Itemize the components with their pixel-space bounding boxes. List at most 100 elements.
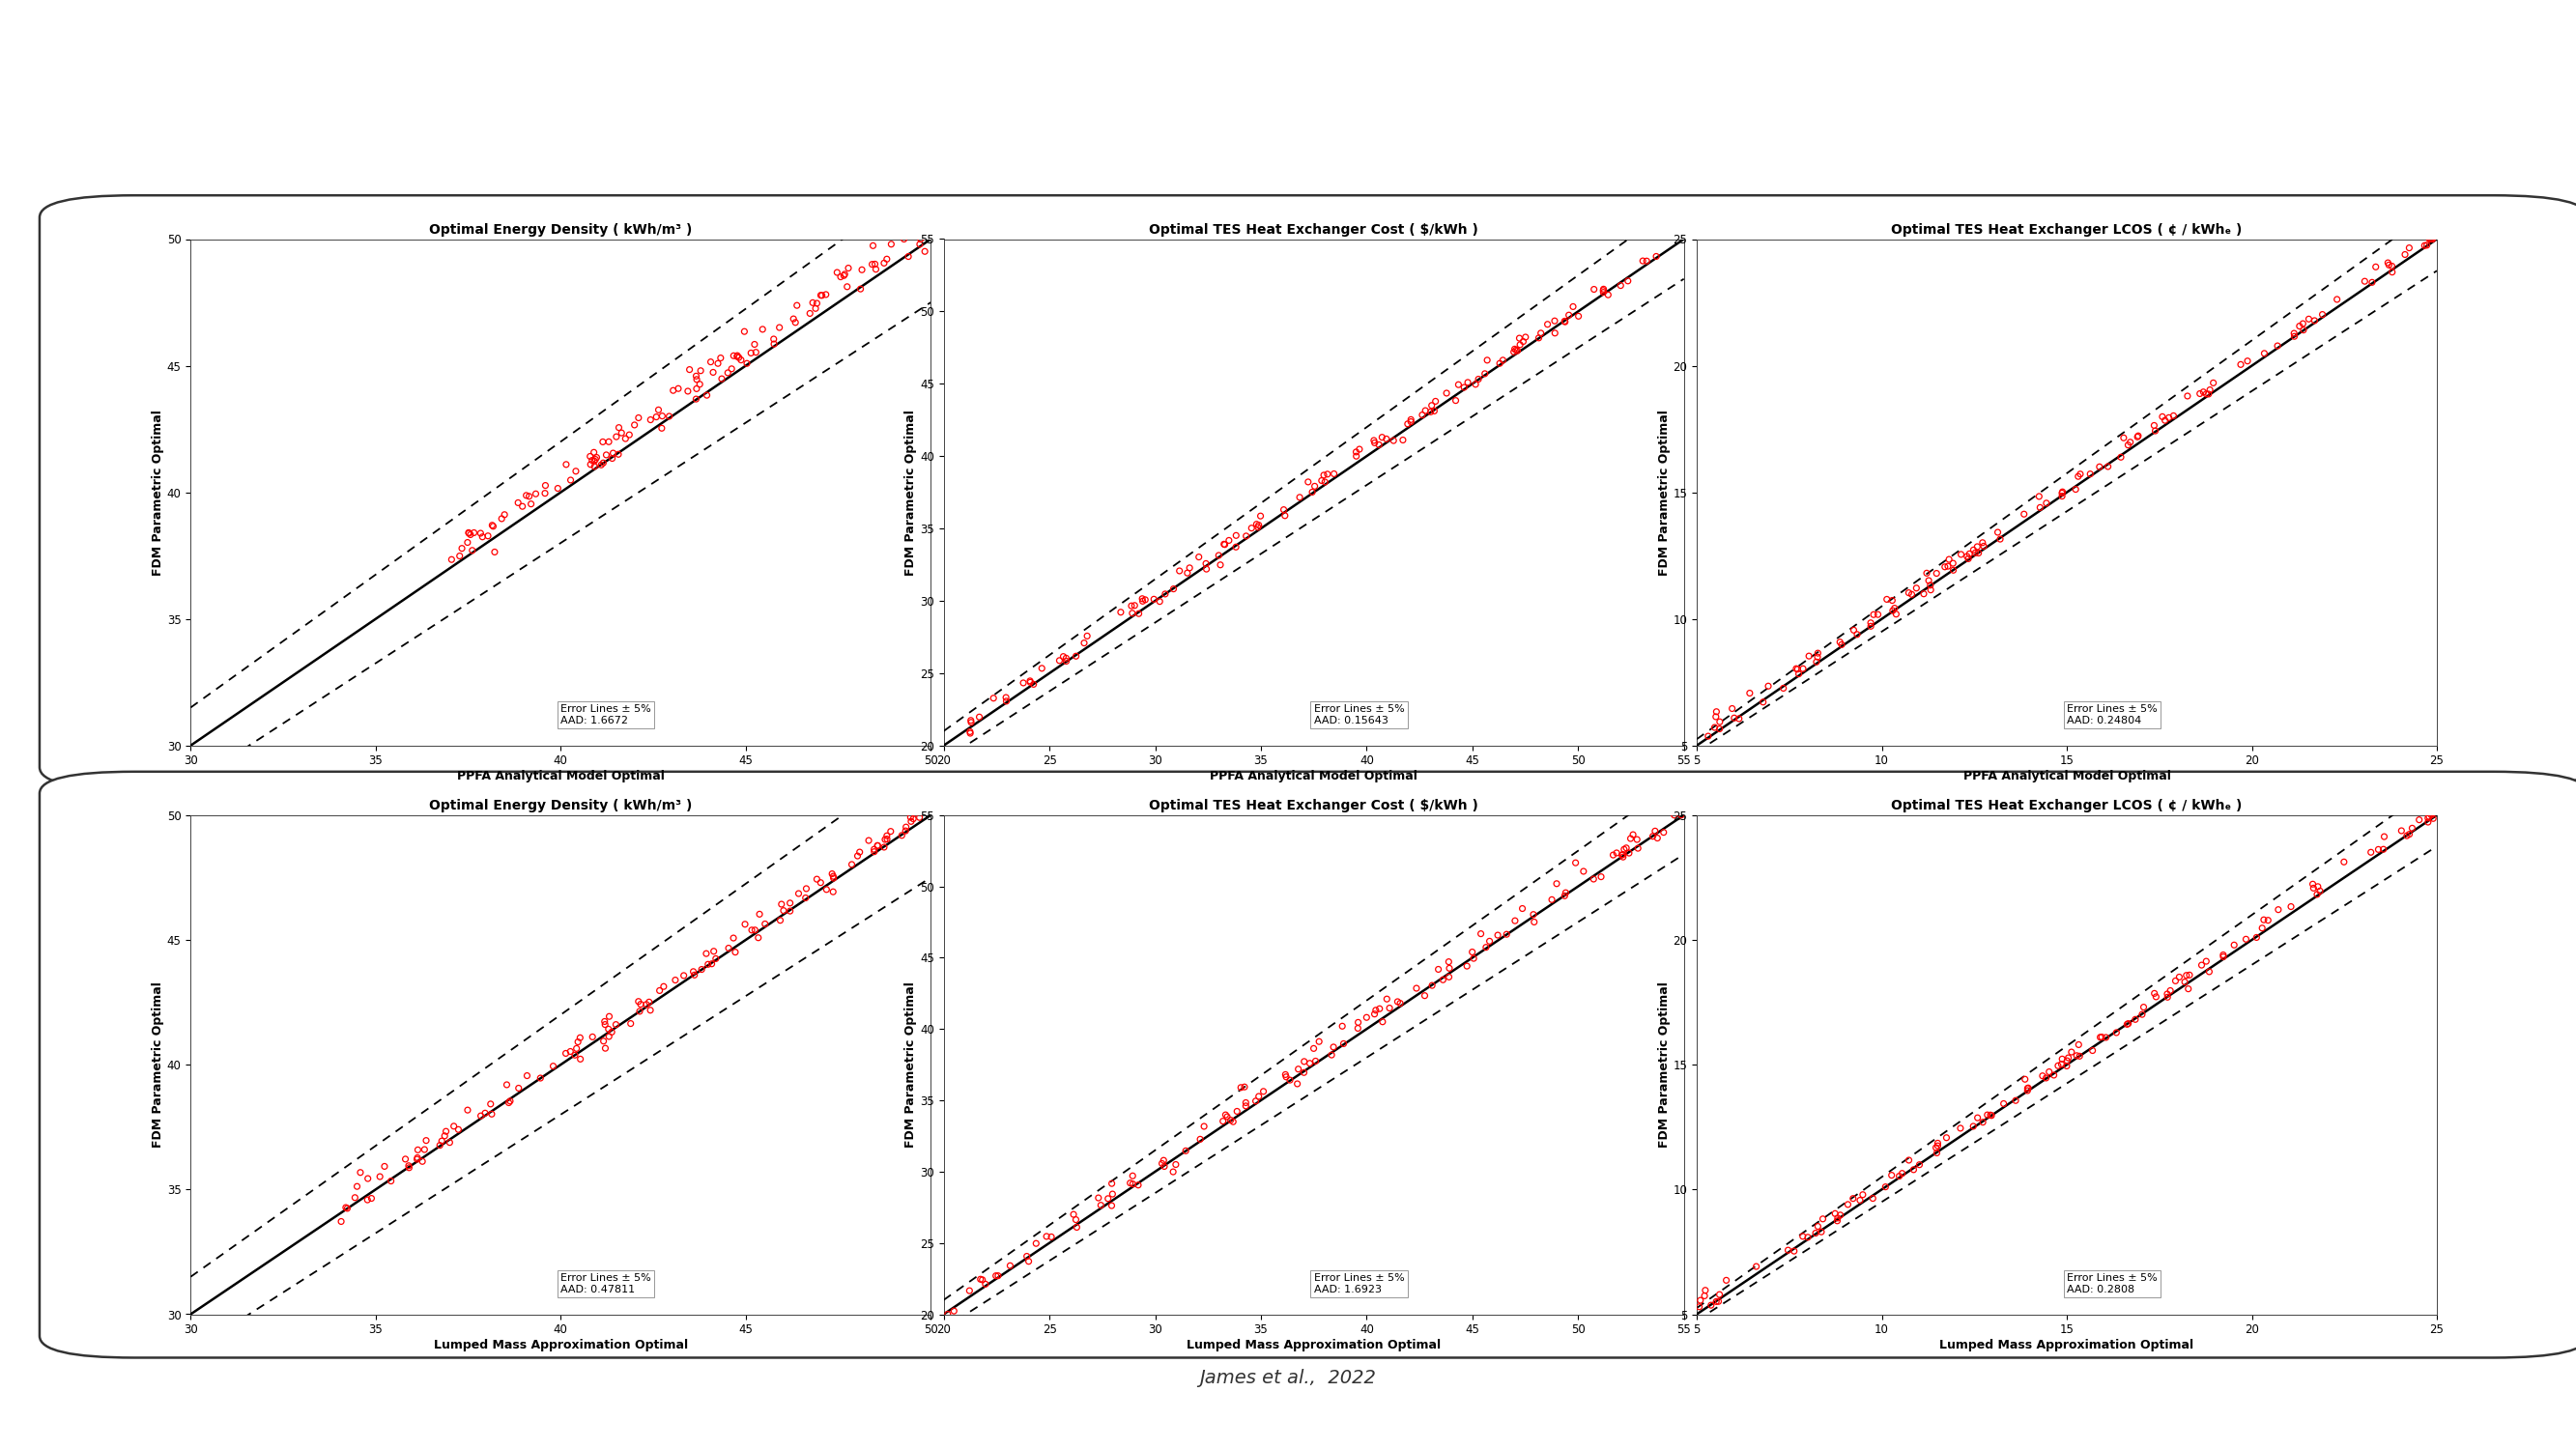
Point bbox=[1414, 390, 1455, 413]
Point bbox=[2411, 227, 2452, 251]
Point bbox=[1486, 923, 1528, 946]
Point bbox=[904, 241, 945, 264]
Point bbox=[1736, 1255, 1777, 1278]
Point bbox=[2411, 227, 2452, 251]
Point bbox=[1878, 1165, 1919, 1188]
Point bbox=[675, 964, 716, 987]
Point bbox=[1633, 820, 1674, 843]
Point bbox=[1893, 1158, 1935, 1181]
Point bbox=[507, 485, 549, 509]
Point bbox=[770, 891, 811, 914]
FancyBboxPatch shape bbox=[39, 772, 2576, 1358]
Point bbox=[546, 1042, 587, 1065]
Point bbox=[1906, 562, 1947, 585]
Point bbox=[1100, 600, 1141, 623]
Point bbox=[801, 871, 842, 894]
Point bbox=[605, 427, 647, 451]
Point bbox=[430, 548, 471, 571]
Point bbox=[631, 409, 672, 432]
Point bbox=[1185, 558, 1226, 581]
Point bbox=[1466, 349, 1507, 372]
Point bbox=[2151, 980, 2192, 1003]
Point bbox=[1888, 581, 1929, 604]
Point bbox=[1947, 548, 1989, 571]
Point bbox=[327, 1197, 368, 1220]
Point bbox=[2362, 838, 2403, 861]
Point bbox=[1795, 651, 1837, 674]
Point bbox=[675, 377, 716, 400]
Point bbox=[1298, 1030, 1340, 1053]
Point bbox=[685, 942, 726, 965]
Point bbox=[1947, 545, 1989, 568]
Point bbox=[590, 1020, 631, 1043]
Point bbox=[672, 961, 714, 984]
Point bbox=[1494, 909, 1535, 932]
Point bbox=[1553, 296, 1595, 319]
Point bbox=[384, 1148, 425, 1171]
Point bbox=[817, 261, 858, 284]
Point bbox=[1978, 520, 2020, 543]
Point bbox=[1206, 1106, 1247, 1129]
Point bbox=[2156, 969, 2197, 993]
Point bbox=[1512, 903, 1553, 926]
Point bbox=[806, 283, 848, 306]
Point bbox=[1788, 645, 1829, 668]
Point bbox=[629, 998, 670, 1022]
Point bbox=[549, 1040, 590, 1064]
Point bbox=[2025, 491, 2066, 514]
Point bbox=[1360, 997, 1401, 1020]
Point bbox=[657, 377, 698, 400]
Point bbox=[1054, 1203, 1095, 1226]
Point bbox=[734, 341, 775, 364]
Point bbox=[1211, 1108, 1252, 1132]
Point bbox=[1064, 632, 1105, 655]
Point bbox=[1963, 532, 2004, 555]
Point bbox=[1226, 525, 1267, 548]
Point bbox=[958, 706, 999, 729]
Point bbox=[618, 406, 659, 429]
Point bbox=[2269, 895, 2311, 919]
Point bbox=[708, 361, 750, 384]
Point bbox=[1654, 804, 1695, 827]
Point bbox=[2099, 445, 2141, 468]
Point bbox=[951, 722, 992, 745]
Point bbox=[732, 342, 773, 365]
Point bbox=[1208, 529, 1249, 552]
Point bbox=[2388, 236, 2429, 259]
Point bbox=[675, 365, 716, 388]
Point bbox=[1121, 587, 1162, 610]
Point bbox=[1445, 955, 1486, 978]
Point bbox=[693, 939, 734, 962]
Point bbox=[732, 919, 773, 942]
Text: Model Comparisons: Model Comparisons bbox=[57, 81, 799, 146]
Point bbox=[1144, 582, 1185, 606]
Point bbox=[1713, 706, 1754, 729]
Point bbox=[348, 1166, 389, 1190]
Point bbox=[2079, 455, 2120, 478]
Point bbox=[1324, 1032, 1365, 1055]
Point bbox=[1427, 965, 1468, 988]
Point bbox=[685, 384, 726, 407]
Point bbox=[2032, 1064, 2074, 1087]
Point bbox=[1932, 559, 1973, 582]
Point bbox=[824, 262, 866, 285]
Point bbox=[1994, 1088, 2035, 1111]
Point bbox=[1798, 645, 1839, 668]
Point bbox=[951, 710, 992, 733]
Point bbox=[397, 1148, 438, 1171]
Point bbox=[1182, 1114, 1224, 1137]
Point bbox=[855, 252, 896, 275]
Point bbox=[1113, 1172, 1154, 1195]
Point bbox=[1636, 245, 1677, 268]
Point bbox=[693, 361, 734, 384]
Point bbox=[714, 926, 755, 949]
Point bbox=[397, 1139, 438, 1162]
Point bbox=[714, 940, 755, 964]
Point bbox=[538, 477, 580, 500]
Point bbox=[1582, 281, 1623, 304]
Point bbox=[863, 252, 904, 275]
Point bbox=[2056, 1045, 2097, 1068]
Point bbox=[2303, 303, 2344, 326]
Point bbox=[1365, 427, 1406, 451]
Point bbox=[2141, 406, 2182, 429]
